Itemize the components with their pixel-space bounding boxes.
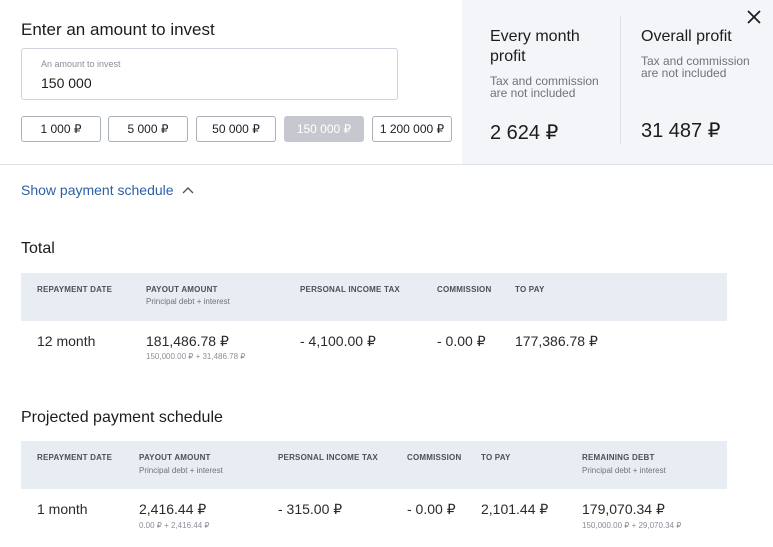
monthly-profit-value: 2 624 ₽ <box>490 122 559 144</box>
cell-date: 1 month <box>37 501 88 517</box>
header-remaining-debt: REMAINING DEBT <box>582 453 655 462</box>
cell-payout: 181,486.78 ₽ <box>146 333 229 349</box>
invest-calculator-header: Enter an amount to invest An amount to i… <box>0 0 773 165</box>
preset-button-5000[interactable]: 5 000 ₽ <box>108 116 188 142</box>
cell-commission: - 0.00 ₽ <box>437 333 486 349</box>
header-repayment-date: REPAYMENT DATE <box>37 285 113 294</box>
preset-button-1000[interactable]: 1 000 ₽ <box>21 116 101 142</box>
calculator-title: Enter an amount to invest <box>21 20 215 39</box>
cell-commission: - 0.00 ₽ <box>407 501 456 517</box>
header-repayment-date: REPAYMENT DATE <box>37 453 113 462</box>
header-to-pay: TO PAY <box>481 453 511 462</box>
projected-schedule-title: Projected payment schedule <box>21 409 223 426</box>
total-table-header: REPAYMENT DATE PAYOUT AMOUNT Principal d… <box>21 273 727 321</box>
amount-field[interactable]: An amount to invest <box>21 48 398 100</box>
header-payout-sub: Principal debt + interest <box>146 297 230 306</box>
overall-profit-block: Overall profit Tax and commission are no… <box>641 27 761 79</box>
cell-payout-sub: 0.00 ₽ + 2,416.44 ₽ <box>139 521 210 530</box>
overall-profit-note: Tax and commission are not included <box>641 54 750 80</box>
preset-button-1200000[interactable]: 1 200 000 ₽ <box>372 116 452 142</box>
cell-tax: - 4,100.00 ₽ <box>300 333 376 349</box>
total-title: Total <box>21 240 55 257</box>
header-payout-amount: PAYOUT AMOUNT <box>146 285 218 294</box>
profit-summary-panel: Every month profit Tax and commission ar… <box>462 0 773 164</box>
monthly-profit-block: Every month profit Tax and commission ar… <box>490 27 608 99</box>
cell-payout-sub: 150,000.00 ₽ + 31,486.78 ₽ <box>146 352 246 361</box>
cell-tax: - 315.00 ₽ <box>278 501 343 517</box>
header-income-tax: PERSONAL INCOME TAX <box>300 285 400 294</box>
header-to-pay: TO PAY <box>515 285 545 294</box>
preset-button-150000[interactable]: 150 000 ₽ <box>284 116 364 142</box>
cell-to-pay: 177,386.78 ₽ <box>515 333 598 349</box>
chevron-up-icon <box>182 187 194 194</box>
header-income-tax: PERSONAL INCOME TAX <box>278 453 378 462</box>
cell-remaining-sub: 150,000.00 ₽ + 29,070.34 ₽ <box>582 521 682 530</box>
amount-field-label: An amount to invest <box>41 59 121 69</box>
overall-profit-title: Overall profit <box>641 28 732 45</box>
projected-table-header: REPAYMENT DATE PAYOUT AMOUNT Principal d… <box>21 441 727 489</box>
overall-profit-value: 31 487 ₽ <box>641 120 721 142</box>
cell-to-pay: 2,101.44 ₽ <box>481 501 549 517</box>
header-commission: COMMISSION <box>437 285 492 294</box>
cell-payout: 2,416.44 ₽ <box>139 501 207 517</box>
close-icon[interactable] <box>746 9 762 25</box>
monthly-profit-note: Tax and commission are not included <box>490 74 599 100</box>
summary-divider <box>620 16 621 144</box>
monthly-profit-title: Every month profit <box>490 28 580 65</box>
cell-date: 12 month <box>37 333 96 349</box>
toggle-label: Show payment schedule <box>21 182 174 198</box>
show-payment-schedule-toggle[interactable]: Show payment schedule <box>21 182 194 198</box>
header-payout-sub: Principal debt + interest <box>139 466 223 475</box>
header-payout-amount: PAYOUT AMOUNT <box>139 453 211 462</box>
cell-remaining-debt: 179,070.34 ₽ <box>582 501 665 517</box>
header-remaining-sub: Principal debt + interest <box>582 466 666 475</box>
header-commission: COMMISSION <box>407 453 462 462</box>
preset-button-50000[interactable]: 50 000 ₽ <box>196 116 276 142</box>
amount-input[interactable] <box>41 75 341 91</box>
